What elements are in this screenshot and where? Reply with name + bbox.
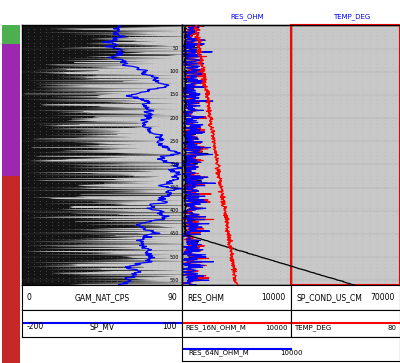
Text: RES_OHM: RES_OHM xyxy=(188,293,224,302)
Text: RES_64N_OHM_M: RES_64N_OHM_M xyxy=(188,350,249,356)
Bar xyxy=(2,25,20,44)
Text: 450: 450 xyxy=(169,232,179,236)
Text: RES_OHM: RES_OHM xyxy=(230,13,264,20)
Text: 500: 500 xyxy=(169,255,179,260)
Text: 10000: 10000 xyxy=(265,325,288,331)
Text: 70000: 70000 xyxy=(370,293,394,302)
Text: 350: 350 xyxy=(169,185,179,190)
Text: 550: 550 xyxy=(169,278,179,283)
Bar xyxy=(2,176,20,363)
Text: TEMP_DEG: TEMP_DEG xyxy=(334,13,371,20)
Text: 200: 200 xyxy=(169,115,179,121)
Text: 400: 400 xyxy=(169,208,179,213)
Text: 10000: 10000 xyxy=(261,293,286,302)
Text: 90: 90 xyxy=(168,293,177,302)
Bar xyxy=(2,88,20,132)
Text: 100: 100 xyxy=(163,322,177,331)
Text: GAM_NAT_CPS: GAM_NAT_CPS xyxy=(74,293,130,302)
Text: 150: 150 xyxy=(169,93,179,97)
Bar xyxy=(291,25,400,285)
Text: 80: 80 xyxy=(388,325,397,331)
Text: 100: 100 xyxy=(169,69,179,74)
Text: SP_COND_US_CM: SP_COND_US_CM xyxy=(296,293,362,302)
Text: TEMP_DEG: TEMP_DEG xyxy=(294,325,332,331)
Text: 50: 50 xyxy=(172,46,179,51)
Text: 10000: 10000 xyxy=(280,350,302,356)
Text: SP_MV: SP_MV xyxy=(90,322,114,331)
Text: -200: -200 xyxy=(27,322,44,331)
Bar xyxy=(2,132,20,176)
Text: 300: 300 xyxy=(169,162,179,167)
Bar xyxy=(2,44,20,88)
Text: RES_16N_OHM_M: RES_16N_OHM_M xyxy=(185,325,246,331)
Text: 0: 0 xyxy=(27,293,32,302)
Text: 250: 250 xyxy=(169,139,179,144)
